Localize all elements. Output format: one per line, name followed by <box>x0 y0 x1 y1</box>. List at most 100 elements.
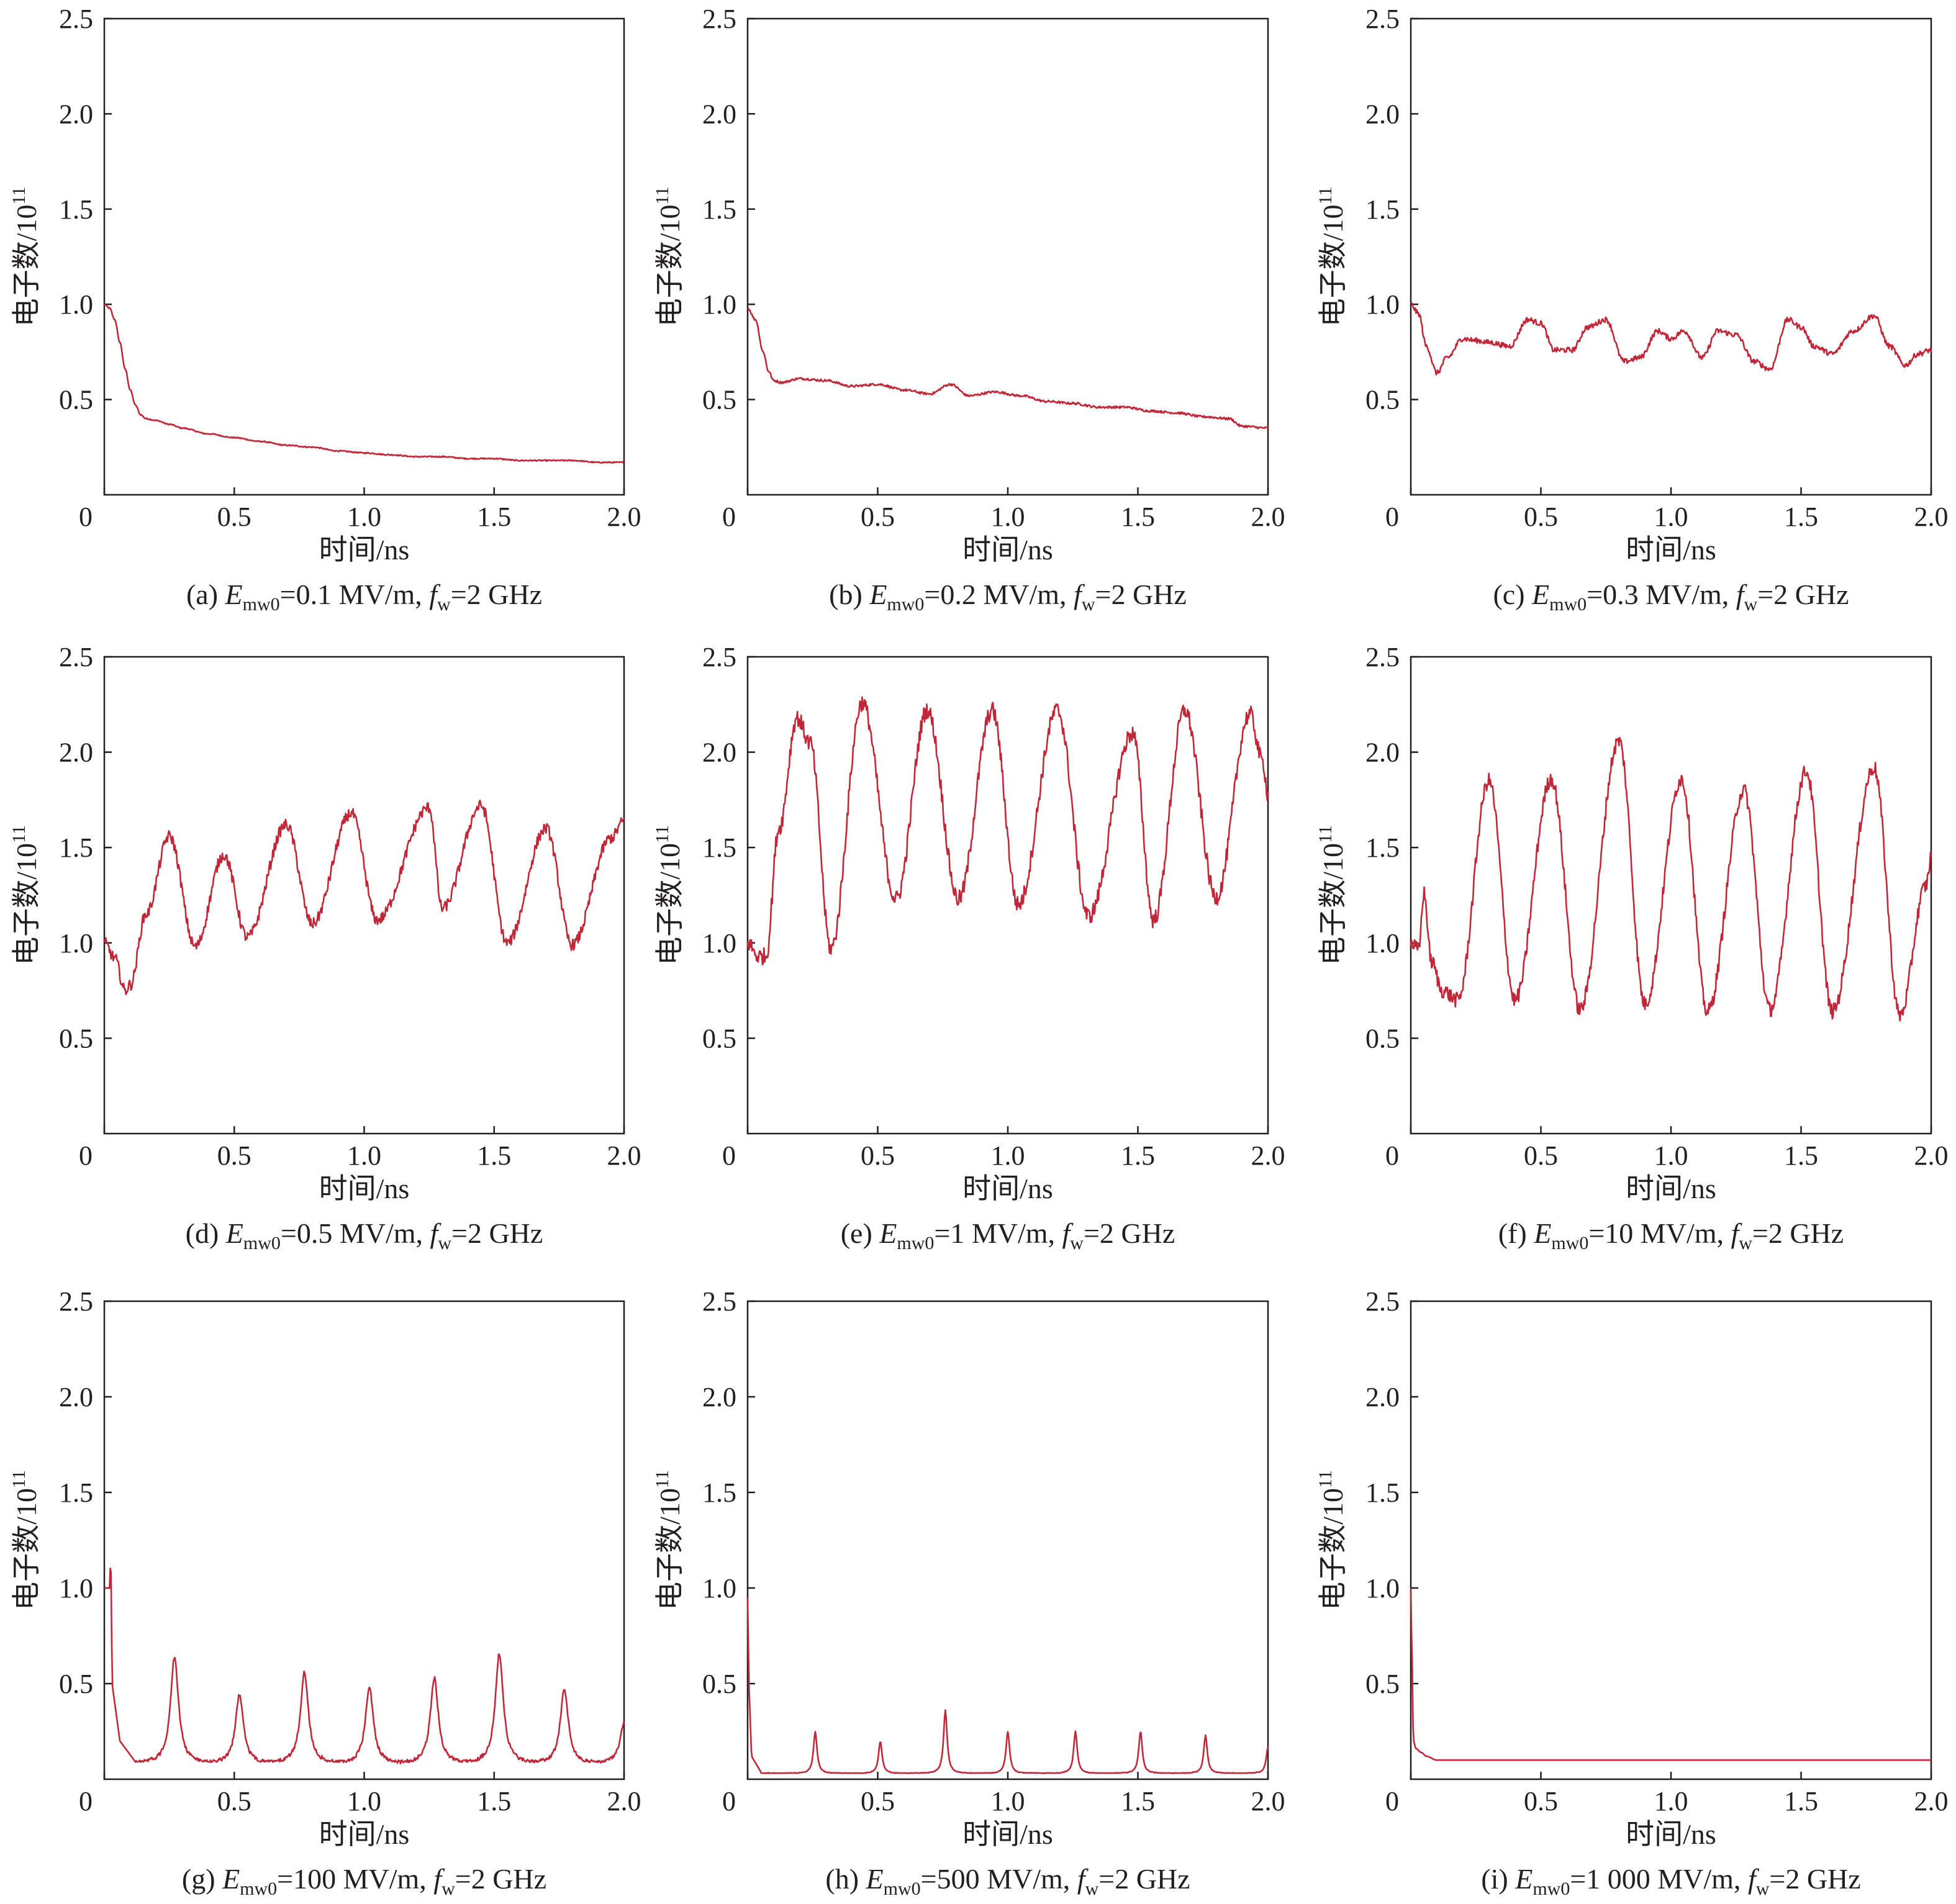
caption-field-value: =0.5 MV/m, <box>281 1217 430 1249</box>
caption-prefix: (d) <box>186 1217 226 1249</box>
y-axis-label-text: 电子数/10 <box>11 843 42 965</box>
y-axis-label-exponent: 11 <box>9 825 29 843</box>
chart-panel-c: 0.5 1.0 1.5 2.0 2.5 0 0.5 1.0 1.5 2.0 时间/ns 电子数/101… <box>1315 4 1949 615</box>
y-axis-label-text: 电子数/10 <box>654 205 686 327</box>
y-tick-label: 2.0 <box>702 1382 736 1412</box>
y-axis-label: 电子数/1011 <box>9 187 42 327</box>
panel-caption: (f) Emw0=10 MV/m, fw=2 GHz <box>1498 1217 1844 1253</box>
x-tick-label: 0 <box>79 1140 93 1171</box>
x-tick-label: 1.5 <box>477 1140 511 1171</box>
y-tick-label: 2.5 <box>1365 1286 1400 1317</box>
caption-field-subscript: mw0 <box>884 1879 921 1899</box>
y-tick-label: 1.0 <box>702 928 736 959</box>
y-tick-label: 0.5 <box>1365 1023 1400 1054</box>
x-tick-label: 2.0 <box>607 1140 641 1171</box>
caption-field-value: =1 000 MV/m, <box>1570 1863 1748 1895</box>
x-tick-label: 0.5 <box>217 1140 251 1171</box>
x-tick-label: 1.5 <box>1784 502 1818 532</box>
chart-panel-g: 0.5 1.0 1.5 2.0 2.5 0 0.5 1.0 1.5 2.0 时间/ns 电子数/101… <box>9 1286 641 1899</box>
y-axis-label-text: 电子数/10 <box>11 205 42 327</box>
y-tick-label: 1.0 <box>59 1573 93 1604</box>
caption-field-symbol: E <box>225 579 243 610</box>
y-axis-label-text: 电子数/10 <box>11 1488 42 1610</box>
x-tick-label: 2.0 <box>607 1786 641 1816</box>
x-axis-label: 时间/ns <box>1626 1818 1716 1850</box>
x-tick-label: 0 <box>1385 1786 1399 1816</box>
x-tick-label: 1.5 <box>1784 1786 1818 1816</box>
x-tick-label: 2.0 <box>607 502 641 532</box>
x-axis-label: 时间/ns <box>962 1818 1053 1850</box>
y-axis-label: 电子数/1011 <box>9 825 42 965</box>
y-axis-label-exponent: 11 <box>1315 1470 1336 1488</box>
y-tick-label: 0.5 <box>59 1023 93 1054</box>
x-tick-label: 1.0 <box>1654 1786 1688 1816</box>
caption-prefix: (a) <box>186 579 225 610</box>
x-tick-label: 1.0 <box>347 1140 381 1171</box>
x-axis-label: 时间/ns <box>319 1173 410 1204</box>
x-tick-label: 2.0 <box>1251 1786 1285 1816</box>
caption-field-symbol: E <box>1531 579 1549 610</box>
y-tick-label: 1.5 <box>702 832 736 863</box>
y-axis-label-exponent: 11 <box>9 187 29 205</box>
x-axis-label: 时间/ns <box>319 1818 410 1850</box>
caption-freq-value: =2 GHz <box>1769 1863 1860 1895</box>
x-tick-label: 1.0 <box>991 1786 1025 1816</box>
panel-caption: (a) Emw0=0.1 MV/m, fw=2 GHz <box>186 579 542 615</box>
chart-panel-d: 0.5 1.0 1.5 2.0 2.5 0 0.5 1.0 1.5 2.0 时间/ns 电子数/101… <box>9 642 641 1253</box>
x-tick-label: 2.0 <box>1914 1786 1949 1816</box>
x-tick-label: 1.5 <box>477 1786 511 1816</box>
y-axis-label-exponent: 11 <box>1315 825 1336 843</box>
panel-caption: (d) Emw0=0.5 MV/m, fw=2 GHz <box>186 1217 543 1253</box>
x-tick-label: 0.5 <box>861 502 895 532</box>
caption-freq-value: =2 GHz <box>1098 1863 1190 1895</box>
caption-prefix: (b) <box>829 579 869 610</box>
y-tick-label: 2.5 <box>1365 4 1400 34</box>
y-tick-label: 2.5 <box>59 642 93 672</box>
y-tick-label: 1.0 <box>702 289 736 320</box>
y-tick-label: 1.5 <box>59 832 93 863</box>
y-tick-label: 1.5 <box>59 194 93 225</box>
y-tick-label: 2.0 <box>1365 738 1400 768</box>
y-tick-label: 0.5 <box>1365 1669 1400 1699</box>
panel-caption: (b) Emw0=0.2 MV/m, fw=2 GHz <box>829 579 1187 615</box>
caption-prefix: (e) <box>841 1217 880 1249</box>
y-tick-label: 2.5 <box>59 1286 93 1317</box>
chart-panel-f: 0.5 1.0 1.5 2.0 2.5 0 0.5 1.0 1.5 2.0 时间/ns 电子数/101… <box>1315 642 1949 1253</box>
x-tick-label: 2.0 <box>1914 502 1949 532</box>
x-tick-label: 1.0 <box>347 502 381 532</box>
caption-field-symbol: E <box>222 1863 240 1895</box>
caption-freq-subscript: w <box>1756 1879 1770 1899</box>
y-axis-label-exponent: 11 <box>652 825 672 843</box>
y-axis-label: 电子数/1011 <box>1315 187 1349 327</box>
x-tick-label: 1.0 <box>1654 1140 1688 1171</box>
x-axis-label: 时间/ns <box>962 1173 1053 1204</box>
x-tick-label: 1.5 <box>1121 502 1155 532</box>
series-line-0 <box>104 303 625 464</box>
chart-panel-h: 0.5 1.0 1.5 2.0 2.5 0 0.5 1.0 1.5 2.0 时间/ns 电子数/101… <box>652 1286 1285 1899</box>
caption-freq-subscript: w <box>438 1233 451 1253</box>
caption-field-subscript: mw0 <box>1533 1879 1570 1899</box>
chart-panel-e: 0.5 1.0 1.5 2.0 2.5 0 0.5 1.0 1.5 2.0 时间/ns 电子数/101… <box>652 642 1285 1253</box>
caption-field-subscript: mw0 <box>243 594 280 615</box>
caption-freq-subscript: w <box>1739 1233 1752 1253</box>
caption-freq-subscript: w <box>1744 594 1758 615</box>
x-tick-label: 0 <box>1385 502 1399 532</box>
y-tick-label: 2.5 <box>1365 642 1400 672</box>
plot-frame <box>103 1300 625 1780</box>
y-axis-label: 电子数/1011 <box>9 1470 42 1610</box>
y-axis-label: 电子数/1011 <box>1315 825 1349 965</box>
caption-freq-value: =2 GHz <box>451 579 542 610</box>
caption-field-value: =10 MV/m, <box>1588 1217 1731 1249</box>
panel-caption: (g) Emw0=100 MV/m, fw=2 GHz <box>182 1863 546 1899</box>
x-tick-label: 0 <box>79 1786 93 1816</box>
series-line-0 <box>746 1597 1269 1775</box>
caption-prefix: (g) <box>182 1863 222 1895</box>
y-axis-label-exponent: 11 <box>1315 187 1336 205</box>
y-tick-label: 1.5 <box>1365 832 1400 863</box>
caption-field-value: =1 MV/m, <box>934 1217 1062 1249</box>
y-axis-label: 电子数/1011 <box>652 825 686 965</box>
y-axis-label-text: 电子数/10 <box>654 1488 686 1610</box>
chart-panel-b: 0.5 1.0 1.5 2.0 2.5 0 0.5 1.0 1.5 2.0 时间/ns 电子数/101… <box>652 4 1285 615</box>
x-tick-label: 0 <box>722 502 736 532</box>
panel-caption: (e) Emw0=1 MV/m, fw=2 GHz <box>841 1217 1175 1253</box>
